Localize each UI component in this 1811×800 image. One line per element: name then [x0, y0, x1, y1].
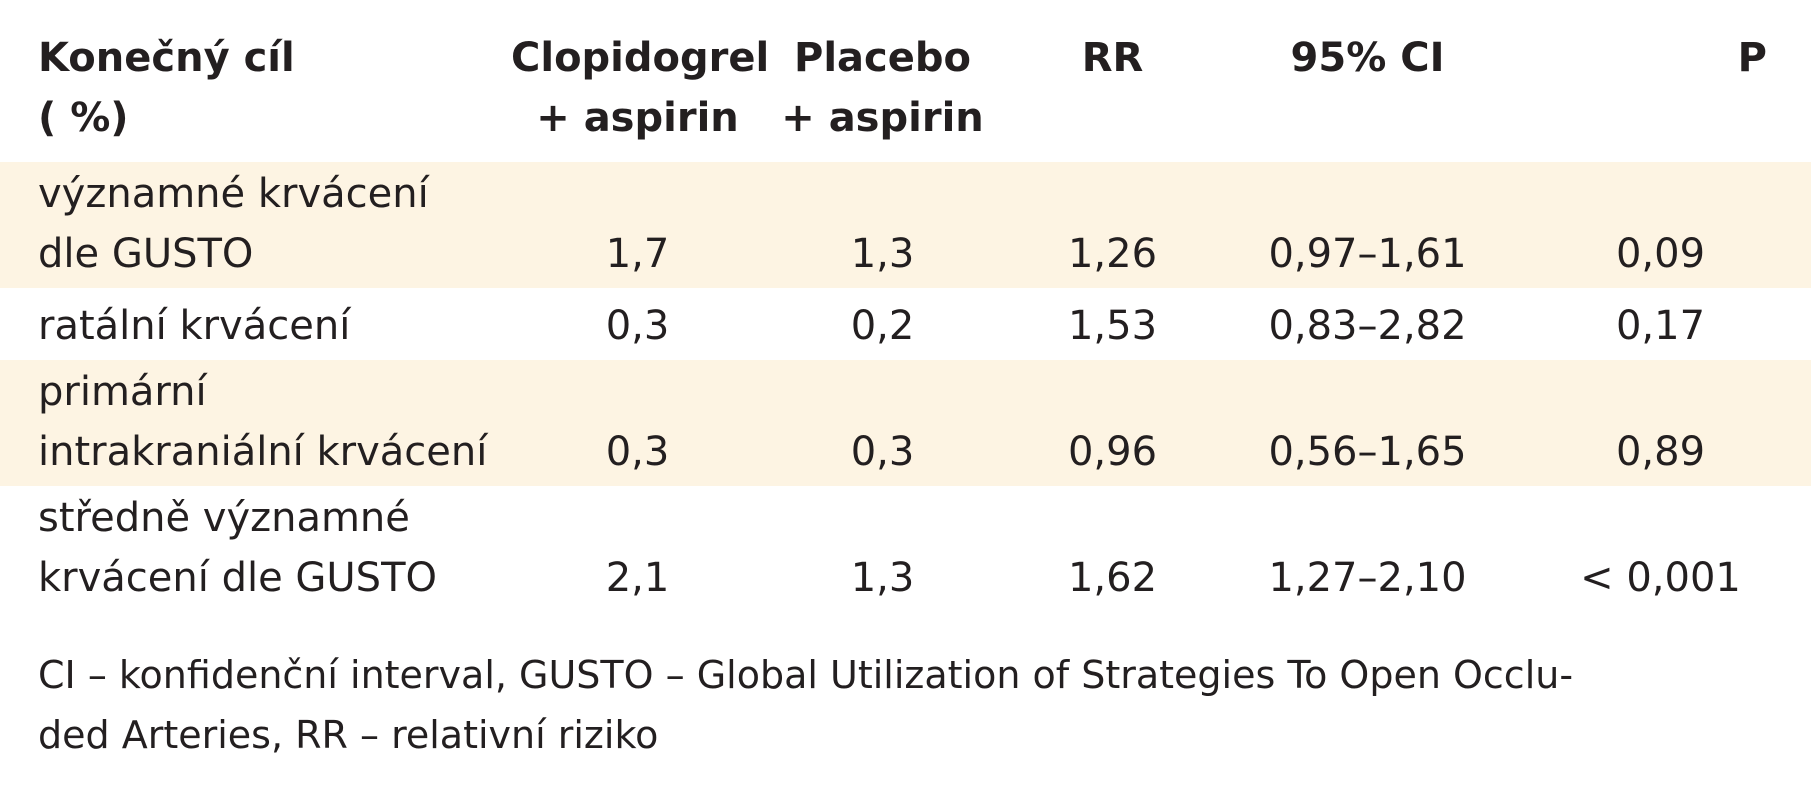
cell-p: 0,17	[1615, 303, 1706, 349]
row-label-line-2: krvácení dle GUSTO	[38, 555, 437, 601]
table-row: ratální krvácení 0,3 0,2 1,53 0,83–2,82 …	[0, 288, 1811, 360]
cell-clopidogrel: 0,3	[605, 303, 670, 349]
header-rr: RR	[1000, 0, 1225, 162]
cell-placebo: 0,2	[850, 303, 915, 349]
cell-p: 0,89	[1510, 360, 1811, 486]
cell-ci: 1,27–2,10	[1268, 555, 1467, 601]
table-header-row: Konečný cíl ( %) Clopidogrel + aspirin P…	[0, 0, 1811, 162]
header-p-line-1: P	[1737, 35, 1767, 81]
header-placebo-line-2: + aspirin	[781, 95, 984, 141]
table-footnote: CI – konfidenční interval, GUSTO – Globa…	[38, 645, 1778, 765]
row-label-line-1: ratální krvácení	[38, 303, 351, 349]
row-label-line-2: dle GUSTO	[38, 231, 254, 277]
results-table: Konečný cíl ( %) Clopidogrel + aspirin P…	[0, 0, 1811, 612]
row-label-line-1: středně významné	[38, 495, 410, 541]
cell-clopidogrel: 1,7	[510, 162, 765, 288]
row-label-line-1: primární	[38, 369, 207, 415]
cell-placebo: 1,3	[850, 555, 915, 601]
cell-ci: 0,83–2,82	[1268, 303, 1467, 349]
cell-rr: 1,53	[1067, 303, 1158, 349]
header-endpoint-line-1: Konečný cíl	[38, 35, 295, 81]
header-clopidogrel-line-2: + aspirin	[536, 95, 739, 141]
cell-rr: 0,96	[1000, 360, 1225, 486]
cell-p: < 0,001	[1580, 555, 1741, 601]
cell-p: 0,09	[1510, 162, 1811, 288]
cell-clopidogrel: 0,3	[510, 360, 765, 486]
cell-rr: 1,62	[1067, 555, 1158, 601]
cell-ci: 0,97–1,61	[1225, 162, 1510, 288]
header-endpoint: Konečný cíl ( %)	[0, 0, 510, 162]
footnote-line-2: ded Arteries, RR – relativní riziko	[38, 713, 659, 757]
header-clopidogrel-line-1: Clopidogrel	[511, 35, 770, 81]
row-label: středně významné krvácení dle GUSTO	[0, 486, 510, 612]
row-label: ratální krvácení	[0, 288, 510, 360]
row-label: primární intrakraniální krvácení	[0, 360, 510, 486]
header-placebo: Placebo + aspirin	[765, 0, 1000, 162]
cell-ci: 0,56–1,65	[1225, 360, 1510, 486]
cell-clopidogrel: 2,1	[605, 555, 670, 601]
row-label: významné krvácení dle GUSTO	[0, 162, 510, 288]
header-p: P	[1510, 0, 1811, 162]
row-label-line-1: významné krvácení	[38, 171, 429, 217]
table-row: středně významné krvácení dle GUSTO 2,1 …	[0, 486, 1811, 612]
header-clopidogrel: Clopidogrel + aspirin	[510, 0, 770, 162]
footnote-line-1: CI – konfidenční interval, GUSTO – Globa…	[38, 653, 1574, 697]
cell-placebo: 0,3	[765, 360, 1000, 486]
header-ci: 95% CI	[1225, 0, 1510, 162]
header-ci-line-1: 95% CI	[1290, 35, 1445, 81]
header-rr-line-1: RR	[1081, 35, 1144, 81]
table-row: významné krvácení dle GUSTO 1,7 1,3 1,26…	[0, 162, 1811, 288]
cell-placebo: 1,3	[765, 162, 1000, 288]
cell-rr: 1,26	[1000, 162, 1225, 288]
results-table-wrapper: Konečný cíl ( %) Clopidogrel + aspirin P…	[0, 0, 1811, 612]
table-row: primární intrakraniální krvácení 0,3 0,3…	[0, 360, 1811, 486]
header-placebo-line-1: Placebo	[794, 35, 971, 81]
row-label-line-2: intrakraniální krvácení	[38, 429, 488, 475]
header-endpoint-line-2: ( %)	[38, 95, 129, 141]
